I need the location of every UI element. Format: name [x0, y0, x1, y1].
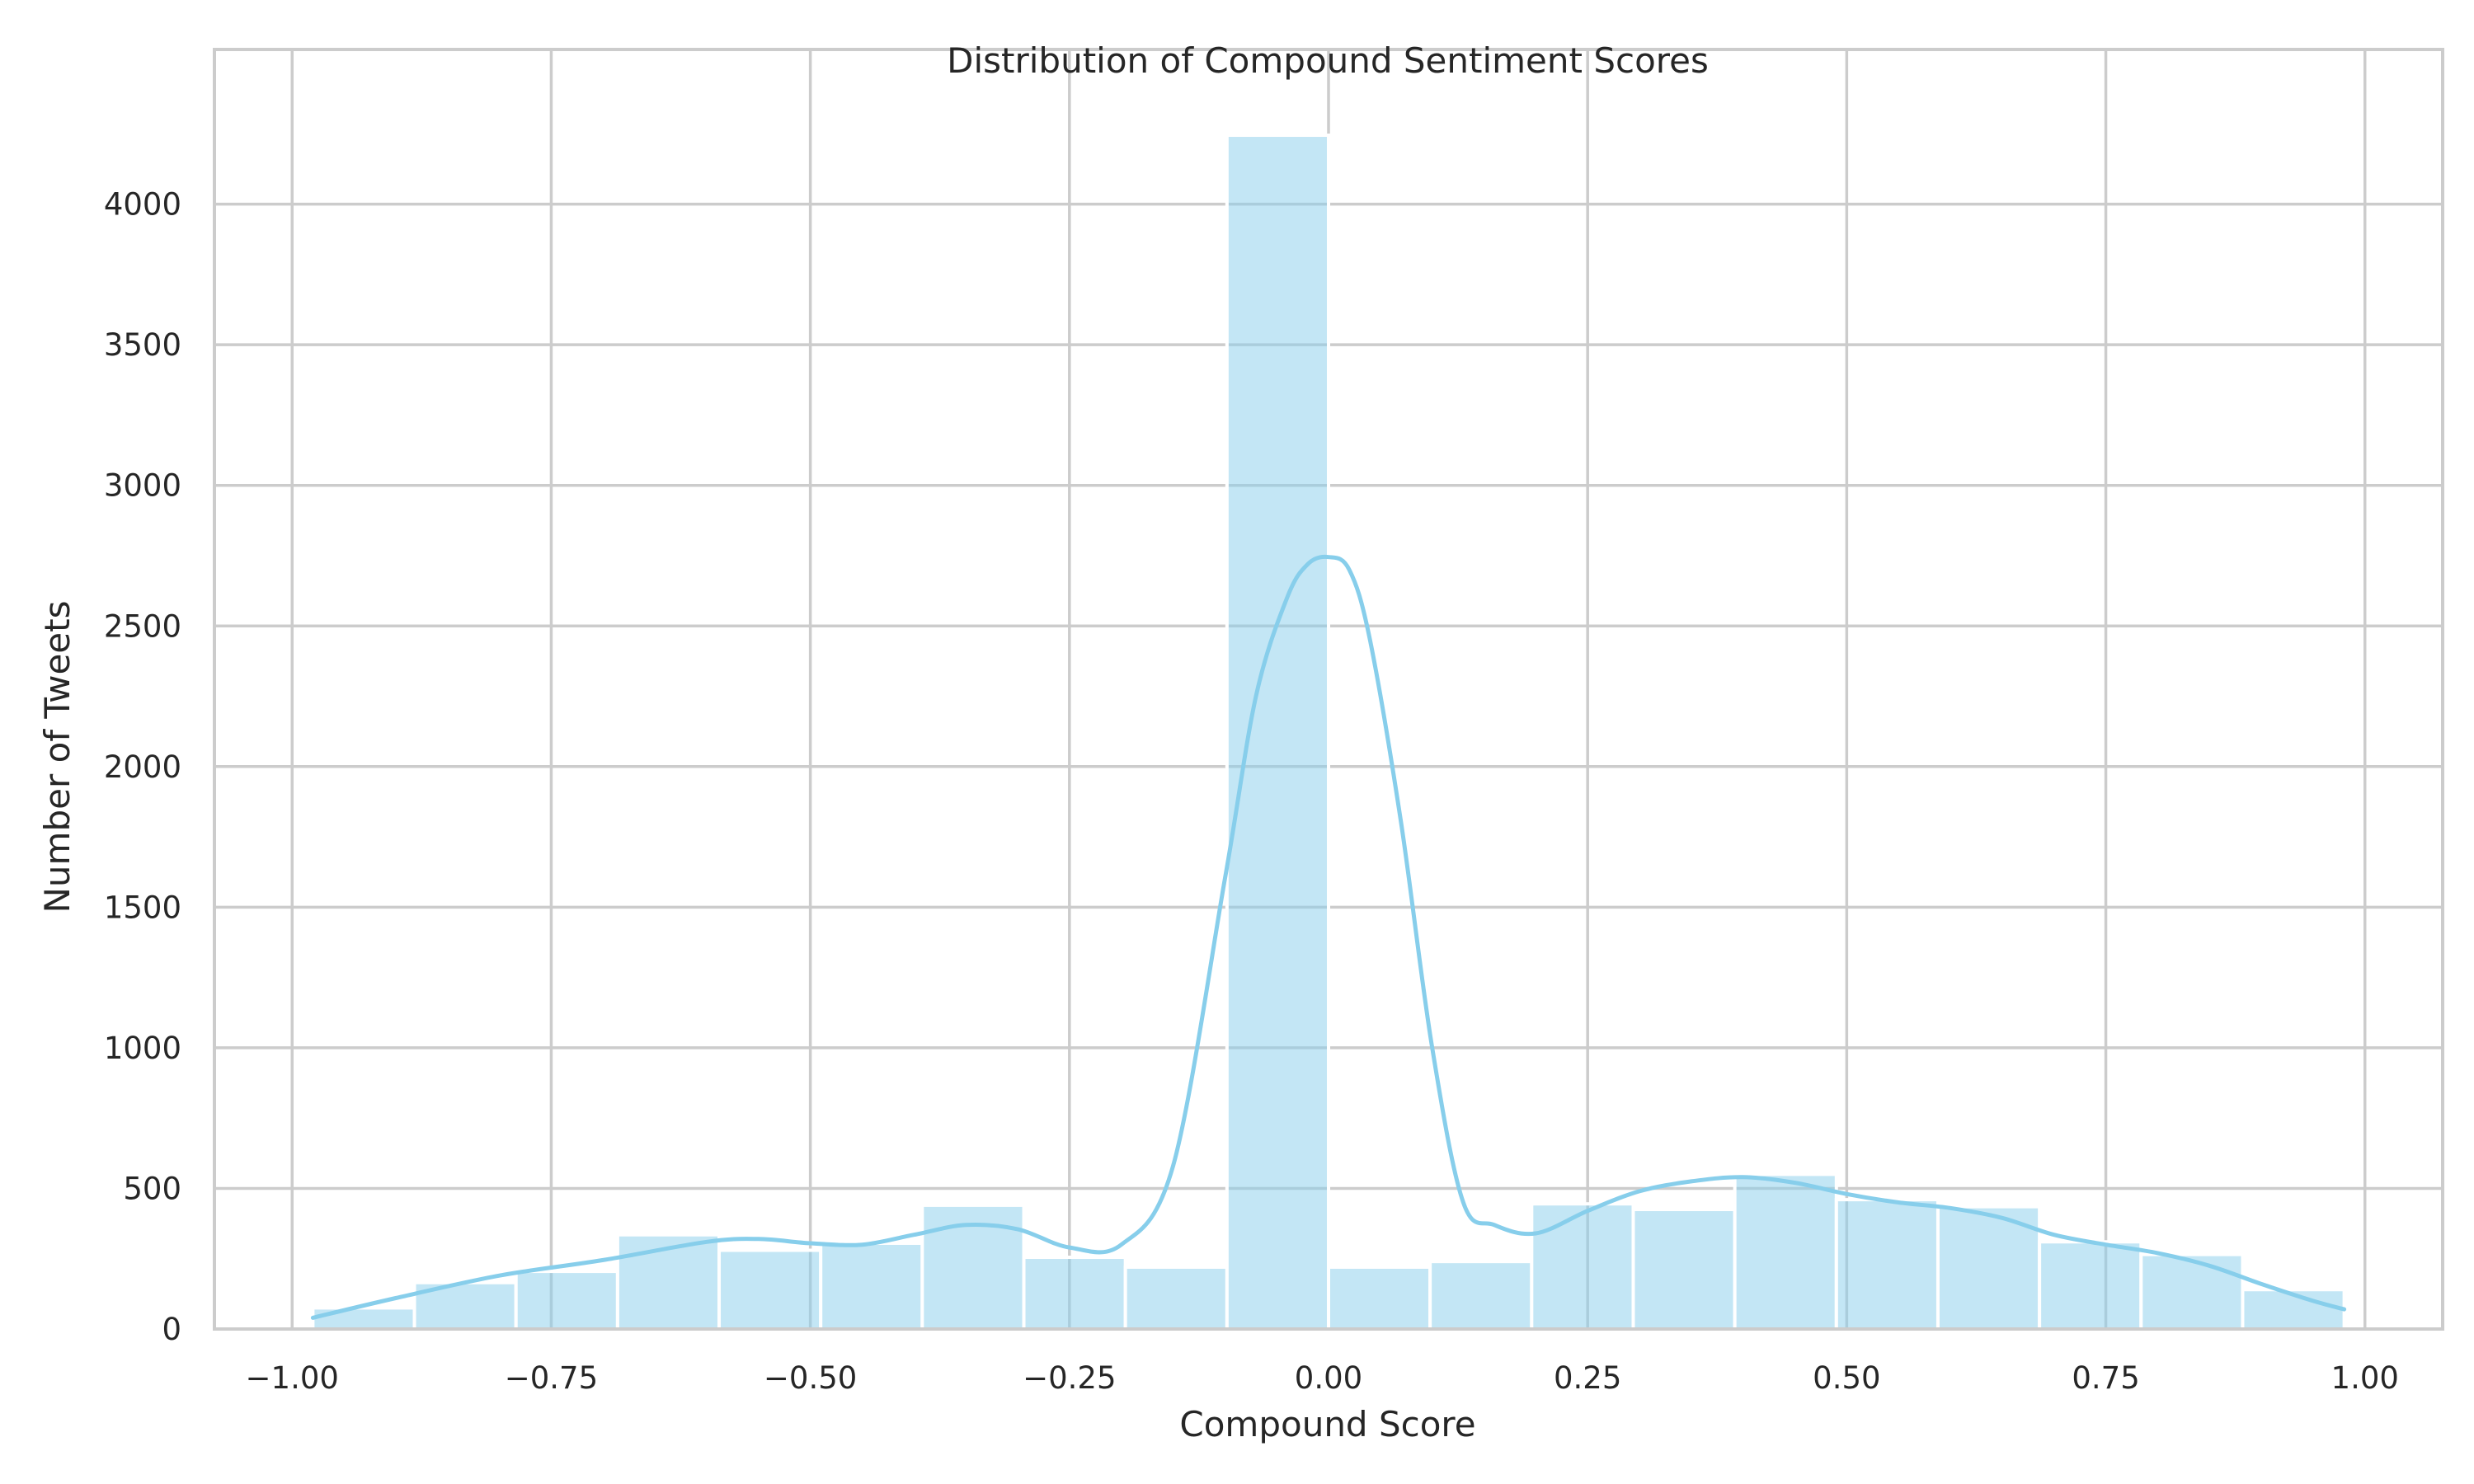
histogram-bars: [311, 134, 2346, 1331]
x-tick-label: 0.75: [2072, 1360, 2139, 1396]
x-tick-label: 0.25: [1554, 1360, 1621, 1396]
histogram-bar: [1123, 1265, 1229, 1331]
histogram-bar: [514, 1270, 619, 1331]
histogram-bar: [615, 1233, 722, 1331]
histogram-bar: [1225, 134, 1331, 1331]
histogram-bar: [717, 1248, 823, 1331]
y-tick-label: 4000: [104, 187, 181, 223]
x-tick-label: 1.00: [2331, 1360, 2399, 1396]
plot-frame: [213, 48, 2444, 1331]
kde-curve: [310, 554, 2347, 1320]
histogram-bar: [1733, 1172, 1838, 1331]
histogram-bar: [1327, 1265, 1432, 1331]
histogram-bar: [2139, 1252, 2245, 1331]
y-tick-label: 1000: [104, 1031, 181, 1066]
histogram-bar: [1022, 1256, 1127, 1331]
histogram-bar: [1935, 1205, 2042, 1331]
chart-title: Distribution of Compound Sentiment Score…: [947, 40, 1709, 81]
y-tick-label: 500: [123, 1171, 181, 1206]
x-axis-label: Compound Score: [1179, 1404, 1475, 1444]
x-tick-label: 0.50: [1813, 1360, 1880, 1396]
x-tick-label: −1.00: [246, 1360, 339, 1396]
x-tick-label: −0.25: [1023, 1360, 1116, 1396]
x-axis-ticks: −1.00 −0.75 −0.50 −0.25 0.00 0.25 0.50 0.75 1.00: [246, 1360, 2399, 1396]
histogram-bar: [311, 1306, 416, 1331]
x-tick-label: −0.50: [764, 1360, 857, 1396]
x-tick-label: −0.75: [505, 1360, 598, 1396]
y-tick-label: 0: [162, 1312, 181, 1347]
y-tick-label: 2500: [104, 608, 181, 644]
histogram-bar: [1834, 1198, 1940, 1331]
y-tick-label: 2000: [104, 749, 181, 785]
histogram-bar: [1428, 1260, 1534, 1331]
y-tick-label: 3000: [104, 468, 181, 504]
y-axis-label: Number of Tweets: [37, 601, 78, 913]
histogram-bar: [819, 1241, 924, 1331]
histogram-bar: [2038, 1240, 2143, 1331]
histogram-bar: [1530, 1202, 1635, 1331]
y-tick-label: 3500: [104, 327, 181, 363]
kde-curve-layer: [310, 554, 2347, 1320]
y-axis-ticks: 0 500 1000 1500 2000 2500 3000 3500 4000: [104, 187, 181, 1347]
y-tick-label: 1500: [104, 890, 181, 925]
histogram-bar: [1631, 1208, 1737, 1331]
x-tick-label: 0.00: [1295, 1360, 1362, 1396]
